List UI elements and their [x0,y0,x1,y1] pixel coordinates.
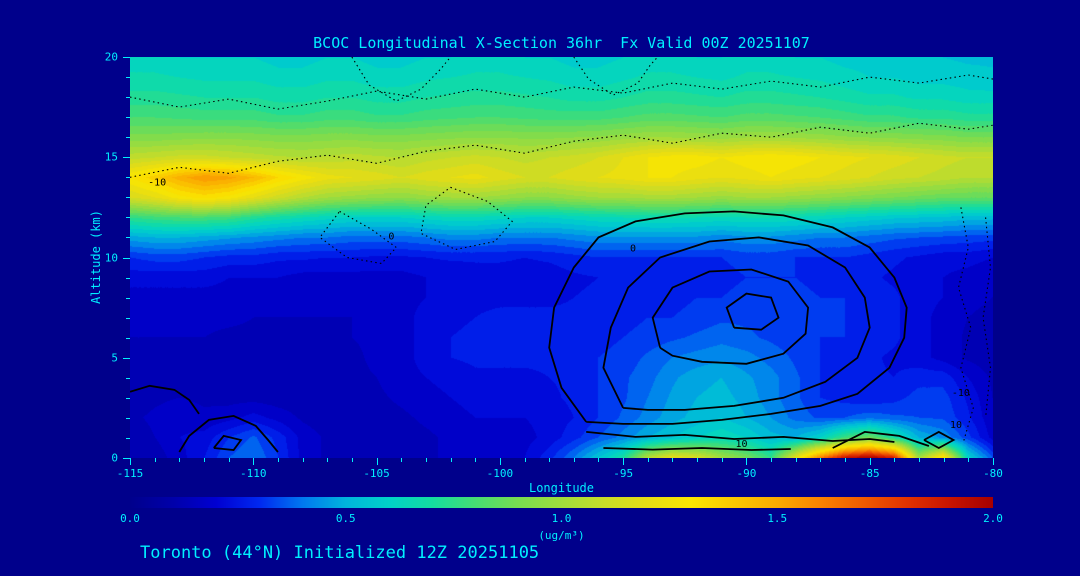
plot-area: -10 0 0 10 -10 10 [130,57,993,458]
x-major-tick [993,458,994,465]
x-tick-label: -100 [486,467,514,480]
x-minor-tick [573,458,575,462]
contour-line [319,210,398,265]
chart-title: BCOC Longitudinal X-Section 36hr Fx Vali… [313,34,810,52]
contour-label: 0 [630,244,636,255]
y-major-tick [123,157,130,159]
y-major-tick [123,357,130,359]
contour-label: -10 [952,388,970,399]
x-major-tick [253,458,255,465]
x-minor-tick [425,458,427,462]
x-minor-tick [154,458,156,462]
x-minor-tick [475,458,477,462]
x-minor-tick [549,458,551,462]
field-canvas [130,57,993,458]
x-minor-tick [647,458,649,462]
y-major-tick [123,458,130,459]
x-minor-tick [721,458,723,462]
x-major-tick [130,458,131,465]
x-minor-tick [894,458,896,462]
x-tick-label: -115 [116,467,144,480]
x-tick-label: -105 [363,467,390,480]
contour-line [923,430,956,450]
x-minor-tick [203,458,205,462]
x-tick-label: -90 [736,467,757,480]
x-minor-tick [401,458,403,462]
x-minor-tick [919,458,921,462]
contour-label: -10 [148,177,166,188]
contour-line [586,431,895,443]
x-tick-label: -80 [983,467,1003,480]
x-axis-label: Longitude [528,481,595,495]
colorbar-tick-label: 2.0 [983,512,1003,525]
contour-line [130,384,200,415]
y-tick-label: 0 [111,451,118,465]
x-major-tick [376,458,378,465]
x-major-tick [623,458,625,465]
y-axis-label: Altitude (km) [89,210,103,304]
x-major-tick [499,458,501,465]
x-tick-label: -95 [613,467,634,480]
x-minor-tick [179,458,181,462]
colorbar-tick-label: 0.5 [335,512,356,525]
contour-line [573,57,659,96]
x-minor-tick [450,458,452,462]
contour-line [351,57,451,102]
x-major-tick [746,458,748,465]
x-minor-tick [277,458,279,462]
x-minor-tick [228,458,230,462]
contour-overlay: -10 0 0 10 -10 10 [130,57,993,453]
x-minor-tick [672,458,674,462]
contour-label: 10 [950,420,962,431]
x-minor-tick [327,458,329,462]
contour-line [178,414,279,453]
x-minor-tick [351,458,353,462]
x-minor-tick [524,458,526,462]
y-tick-label: 20 [104,50,118,64]
contour-line [651,268,810,365]
contour-label: 10 [735,439,747,450]
x-minor-tick [697,458,699,462]
y-tick-label: 15 [104,150,118,164]
contour-label: 0 [388,232,394,243]
y-major-tick [123,57,130,58]
colorbar-tick-label: 1.5 [767,512,788,525]
contour-line [602,236,871,411]
contour-line [957,207,974,443]
x-minor-tick [598,458,600,462]
y-major-tick [123,257,130,259]
y-tick-label: 5 [111,351,118,365]
contour-line [548,210,908,425]
x-minor-tick [943,458,945,462]
contour-line [130,74,993,110]
x-major-tick [869,458,871,465]
x-tick-label: -85 [859,467,880,480]
x-minor-tick [820,458,822,462]
colorbar [130,497,993,508]
contour-line [213,434,243,451]
contour-line [130,122,993,178]
colorbar-units-label: (ug/m³) [538,529,585,542]
footer-text: Toronto (44°N) Initialized 12Z 20251105 [140,543,540,563]
contour-line [420,186,513,251]
x-minor-tick [845,458,847,462]
x-minor-tick [795,458,797,462]
contour-line [603,447,791,451]
x-minor-tick [771,458,773,462]
x-minor-tick [302,458,304,462]
contour-line [725,292,780,331]
colorbar-tick-label: 0.0 [120,512,140,525]
contour-line [982,217,992,418]
x-tick-label: -110 [240,467,267,480]
colorbar-tick-label: 1.0 [551,512,572,525]
contour-line [832,430,930,449]
x-minor-tick [968,458,970,462]
